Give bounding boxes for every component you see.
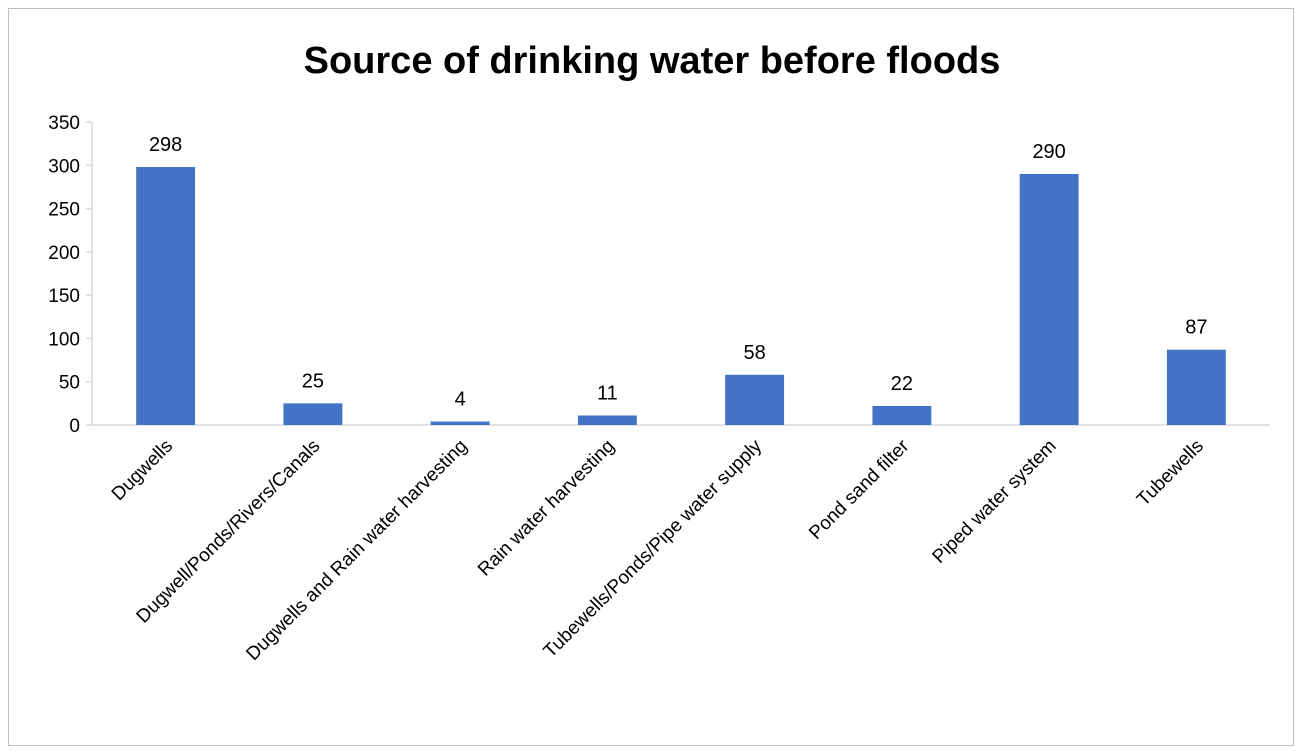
chart-title: Source of drinking water before floods <box>304 40 1001 82</box>
bar <box>872 405 932 425</box>
y-tick-label: 150 <box>48 286 80 307</box>
category-label: Pond sand filter <box>805 435 914 544</box>
data-label: 290 <box>1032 141 1065 163</box>
data-label: 87 <box>1185 317 1207 339</box>
bar <box>136 167 196 425</box>
y-axis-ticks: 0 50 100 150 200 250 300 350 <box>48 113 92 437</box>
bars <box>136 167 1226 425</box>
bar <box>283 403 343 425</box>
category-label: Piped water system <box>929 436 1061 568</box>
category-labels: DugwellsDugwell/Ponds/Rivers/CanalsDugwe… <box>108 435 1208 665</box>
category-label: Tubewells <box>1133 436 1208 511</box>
bar <box>430 421 490 425</box>
y-tick-label: 250 <box>48 200 80 221</box>
category-label: Dugwells <box>108 436 177 505</box>
data-label: 58 <box>744 342 766 364</box>
y-tick-label: 300 <box>48 156 80 177</box>
chart-frame <box>8 8 1294 746</box>
y-tick-label: 350 <box>48 113 80 134</box>
y-tick-label: 200 <box>48 243 80 264</box>
y-tick-label: 100 <box>48 329 80 350</box>
data-label: 4 <box>455 389 466 411</box>
data-label: 25 <box>302 370 324 392</box>
bar <box>725 374 785 425</box>
bar <box>1019 173 1079 425</box>
bar <box>1166 349 1226 425</box>
y-tick-label: 0 <box>69 416 80 437</box>
bar <box>577 415 637 425</box>
data-label: 298 <box>149 134 182 156</box>
category-label: Rain water harvesting <box>474 436 619 581</box>
data-label: 22 <box>891 373 913 395</box>
y-tick-label: 50 <box>59 373 80 394</box>
data-label: 11 <box>597 382 618 404</box>
data-labels: 298 25 4 11 58 22 290 87 <box>149 134 1208 411</box>
